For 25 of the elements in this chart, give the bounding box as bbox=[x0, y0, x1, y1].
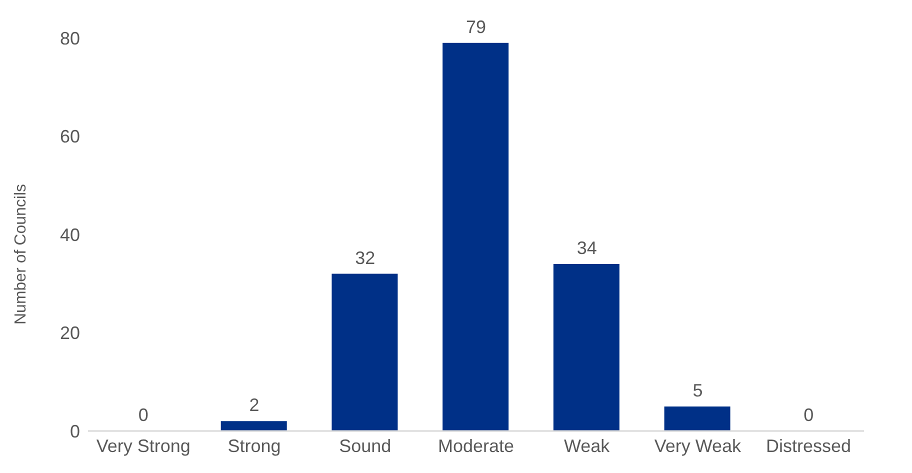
y-axis-title: Number of Councils bbox=[12, 184, 30, 324]
bar bbox=[664, 406, 730, 431]
x-tick-label: Sound bbox=[339, 436, 392, 456]
x-tick-label: Moderate bbox=[438, 436, 514, 456]
data-label: 0 bbox=[804, 405, 814, 425]
data-label: 34 bbox=[576, 238, 597, 258]
y-tick-label: 40 bbox=[60, 224, 80, 245]
x-tick-label: Weak bbox=[564, 436, 611, 456]
y-tick-label: 0 bbox=[70, 421, 80, 442]
x-tick-label: Very Weak bbox=[654, 436, 742, 456]
bar bbox=[553, 264, 620, 431]
data-label: 2 bbox=[249, 395, 260, 416]
bar bbox=[220, 421, 287, 431]
y-tick-label: 60 bbox=[60, 126, 80, 147]
y-tick-label: 20 bbox=[60, 323, 80, 344]
data-label: 79 bbox=[466, 16, 486, 37]
x-tick-label: Very Strong bbox=[96, 436, 190, 456]
x-tick-label: Strong bbox=[228, 436, 281, 456]
x-tick-label: Distressed bbox=[766, 436, 852, 456]
data-label: 32 bbox=[355, 248, 376, 268]
bar bbox=[332, 274, 398, 431]
bar bbox=[442, 42, 509, 431]
data-label: 5 bbox=[692, 380, 703, 400]
y-tick-label: 80 bbox=[60, 28, 80, 48]
data-label: 0 bbox=[138, 405, 148, 425]
